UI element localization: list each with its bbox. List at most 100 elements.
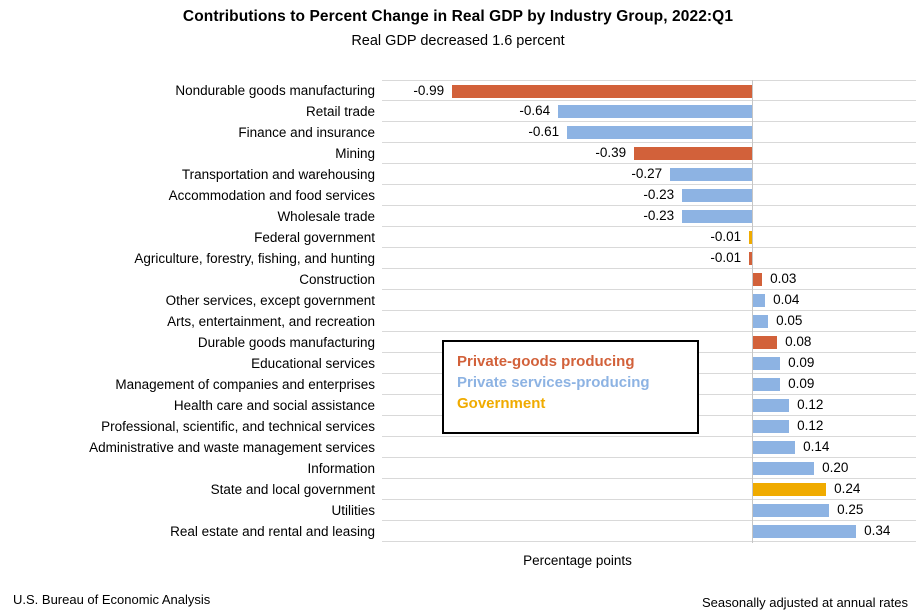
value-label: 0.03 (770, 271, 797, 286)
bar-cell: 0.20 (382, 458, 916, 479)
value-label: 0.05 (776, 313, 803, 328)
bar-cell: -0.64 (382, 101, 916, 122)
value-label: -0.01 (710, 250, 742, 265)
value-label: 0.04 (773, 292, 800, 307)
chart-row: Administrative and waste management serv… (0, 437, 916, 458)
value-label: -0.64 (519, 103, 551, 118)
category-label: Retail trade (305, 104, 375, 119)
value-label: 0.14 (803, 439, 830, 454)
bar (753, 441, 796, 454)
value-label: 0.24 (834, 481, 861, 496)
bar (753, 357, 781, 370)
bar (753, 378, 781, 391)
chart-row: Other services, except government 0.04 (0, 290, 916, 311)
category-label: Durable goods manufacturing (197, 335, 375, 350)
chart-row: Transportation and warehousing -0.27 (0, 164, 916, 185)
category-label: Health care and social assistance (173, 398, 375, 413)
bar (634, 147, 753, 160)
bar-cell: 0.25 (382, 500, 916, 521)
value-label: 0.25 (837, 502, 864, 517)
chart-subtitle: Real GDP decreased 1.6 percent (351, 33, 565, 49)
category-label: Federal government (254, 230, 375, 245)
category-label: Mining (335, 146, 375, 161)
category-label: Nondurable goods manufacturing (175, 83, 375, 98)
chart-row: Nondurable goods manufacturing -0.99 (0, 80, 916, 101)
value-label: -0.39 (595, 145, 627, 160)
chart-row: Utilities 0.25 (0, 500, 916, 521)
bar-cell: -0.27 (382, 164, 916, 185)
category-label: Agriculture, forestry, fishing, and hunt… (134, 251, 375, 266)
chart-row: Information 0.20 (0, 458, 916, 479)
bar (682, 189, 753, 202)
value-label: 0.08 (785, 334, 812, 349)
category-label: Transportation and warehousing (181, 167, 375, 182)
category-label: Management of companies and enterprises (115, 377, 375, 392)
chart-row: Arts, entertainment, and recreation 0.05 (0, 311, 916, 332)
bar (670, 168, 753, 181)
bar-cell: 0.12 (382, 416, 916, 437)
bar (749, 252, 753, 265)
bar-cell: -0.23 (382, 185, 916, 206)
category-label: Information (307, 461, 375, 476)
x-axis-label: Percentage points (523, 553, 632, 568)
category-label: Real estate and rental and leasing (170, 524, 375, 539)
category-label: Utilities (331, 503, 375, 518)
value-label: 0.34 (864, 523, 891, 538)
bar-cell: 0.05 (382, 311, 916, 332)
zero-axis-line (752, 80, 753, 543)
bar-cell: -0.01 (382, 227, 916, 248)
legend-entry: Private-goods producing (457, 353, 635, 370)
bar-cell: 0.04 (382, 290, 916, 311)
category-label: Finance and insurance (238, 125, 375, 140)
category-label: Arts, entertainment, and recreation (167, 314, 375, 329)
bar-cell: -0.01 (382, 248, 916, 269)
source-text: U.S. Bureau of Economic Analysis (13, 592, 211, 607)
category-label: Educational services (251, 356, 375, 371)
bar-cell: 0.34 (382, 521, 916, 542)
legend-entry: Private services-producing (457, 374, 650, 391)
bar-cell: -0.99 (382, 80, 916, 101)
value-label: 0.12 (797, 418, 824, 433)
bar (753, 462, 815, 475)
bar (682, 210, 753, 223)
legend-entry: Government (457, 395, 546, 412)
bar (753, 525, 857, 538)
bar (753, 399, 790, 412)
value-label: 0.20 (822, 460, 849, 475)
bar-cell: 0.14 (382, 437, 916, 458)
chart-title: Contributions to Percent Change in Real … (182, 8, 734, 25)
bar (452, 85, 753, 98)
value-label: 0.09 (788, 376, 815, 391)
category-label: Administrative and waste management serv… (89, 440, 375, 455)
bar (753, 315, 769, 328)
chart-row: Health care and social assistance 0.12 (0, 395, 916, 416)
chart-row: Agriculture, forestry, fishing, and hunt… (0, 248, 916, 269)
category-label: State and local government (210, 482, 375, 497)
bar (567, 126, 753, 139)
bar (558, 105, 753, 118)
bar (749, 231, 753, 244)
chart-row: Wholesale trade -0.23 (0, 206, 916, 227)
bar (753, 483, 827, 496)
value-label: -0.23 (643, 208, 675, 223)
value-label: 0.12 (797, 397, 824, 412)
note-text: Seasonally adjusted at annual rates (702, 595, 908, 610)
value-label: -0.27 (631, 166, 663, 181)
value-label: -0.01 (710, 229, 742, 244)
category-label: Professional, scientific, and technical … (101, 419, 375, 434)
chart-rows: Nondurable goods manufacturing -0.99 Retai… (0, 80, 916, 542)
category-label: Construction (299, 272, 375, 287)
bar-cell: -0.61 (382, 122, 916, 143)
value-label: -0.23 (643, 187, 675, 202)
chart-row: Retail trade -0.64 (0, 101, 916, 122)
chart-row: Finance and insurance -0.61 (0, 122, 916, 143)
value-label: 0.09 (788, 355, 815, 370)
legend: Private-goods producing Private services-… (442, 340, 699, 434)
category-label: Wholesale trade (277, 209, 375, 224)
bar-cell: -0.23 (382, 206, 916, 227)
chart-row: Accommodation and food services -0.23 (0, 185, 916, 206)
bar (753, 420, 790, 433)
bar-cell: -0.39 (382, 143, 916, 164)
bar-cell: 0.03 (382, 269, 916, 290)
